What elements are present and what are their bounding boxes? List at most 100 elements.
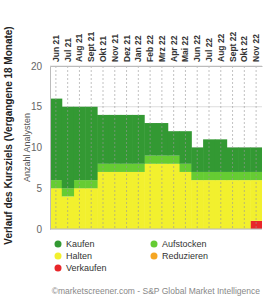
legend-label: Aufstocken bbox=[162, 239, 207, 249]
axis-line bbox=[50, 229, 262, 230]
legend-item: Kaufen bbox=[55, 239, 95, 249]
grid-line bbox=[50, 229, 262, 230]
y-axis: 0 5 10 15 20 bbox=[31, 61, 51, 235]
title: Verlauf des Kursziels (Vergangene 18 Mon… bbox=[3, 26, 14, 244]
area-segment bbox=[97, 172, 109, 229]
tick-label: 20 bbox=[31, 61, 43, 72]
legend-item: Halten bbox=[55, 251, 93, 261]
tick: Jul 21 bbox=[63, 38, 73, 66]
tick-label: Jul 22 bbox=[204, 38, 214, 62]
tick: Feb 22 bbox=[145, 35, 155, 66]
legend-label: Reduzieren bbox=[162, 251, 208, 261]
tick: Aug 22 bbox=[216, 33, 226, 66]
tick-label: Jun 21 bbox=[51, 35, 61, 62]
grid-line bbox=[67, 66, 68, 229]
tick-label: Jul 21 bbox=[63, 38, 73, 62]
grid-line bbox=[138, 66, 139, 229]
tick: Mrz 22 bbox=[157, 35, 167, 66]
tick-label: 0 bbox=[36, 224, 42, 235]
grid-line bbox=[114, 66, 115, 229]
area-segment bbox=[132, 172, 144, 229]
grid-line bbox=[197, 66, 198, 229]
legend-item: Reduzieren bbox=[151, 251, 209, 261]
grid-line bbox=[55, 66, 56, 229]
grid-line bbox=[209, 66, 210, 229]
grid-line bbox=[126, 66, 127, 229]
tick: Apr 22 bbox=[169, 35, 179, 66]
tick-label: Jan 22 bbox=[133, 35, 143, 62]
tick: Jul 22 bbox=[204, 38, 214, 66]
tick-label: Mrz 22 bbox=[157, 35, 167, 62]
tick: Nov 22 bbox=[251, 34, 261, 66]
grid-line bbox=[50, 66, 262, 67]
tick: Sept 22 bbox=[228, 31, 238, 66]
legend-marker bbox=[151, 253, 158, 260]
axis-line bbox=[51, 66, 263, 67]
tick-label: Apr 22 bbox=[169, 35, 179, 62]
grid-line bbox=[185, 66, 186, 229]
legend-marker bbox=[55, 241, 62, 248]
tick: Aug 21 bbox=[74, 33, 84, 66]
tick: 10 bbox=[31, 142, 50, 153]
tick: 5 bbox=[36, 183, 50, 194]
grid-line bbox=[91, 66, 92, 229]
tick: Okt 22 bbox=[239, 36, 249, 66]
tick: Jun 21 bbox=[51, 35, 61, 66]
tick-label: 10 bbox=[31, 142, 43, 153]
tick: Okt 21 bbox=[98, 36, 108, 66]
legend-item: Aufstocken bbox=[151, 239, 207, 249]
grid-line bbox=[232, 66, 233, 229]
tick-label: Aug 21 bbox=[74, 33, 84, 62]
tick: Nov 21 bbox=[110, 34, 120, 66]
tick: 15 bbox=[31, 101, 50, 112]
chart: Verlauf des Kursziels (Vergangene 18 Mon… bbox=[0, 0, 264, 300]
legend-label: Verkaufen bbox=[66, 263, 107, 273]
tick: Jan 22 bbox=[133, 35, 143, 66]
grid-line bbox=[256, 66, 257, 229]
grid-line bbox=[161, 66, 162, 229]
plot-area bbox=[50, 99, 262, 229]
legend-label: Halten bbox=[66, 251, 92, 261]
area-segment bbox=[109, 172, 121, 229]
tick: Mai 22 bbox=[180, 36, 190, 66]
grid-line bbox=[150, 66, 151, 229]
tick: Dez 21 bbox=[122, 35, 132, 66]
area-segment bbox=[121, 172, 133, 229]
axis-line bbox=[50, 67, 51, 230]
grid-line bbox=[244, 66, 245, 229]
grid-line bbox=[103, 66, 104, 229]
x-axis: Jun 21Jul 21Aug 21Sept 21Okt 21Nov 21Dez… bbox=[51, 31, 263, 66]
area-segment bbox=[62, 196, 74, 229]
tick: Jun 22 bbox=[192, 35, 202, 66]
legend-marker bbox=[55, 265, 62, 272]
tick: 20 bbox=[31, 61, 50, 72]
tick-label: Dez 21 bbox=[122, 35, 132, 62]
tick: Sept 21 bbox=[86, 31, 96, 66]
tick-label: Okt 22 bbox=[239, 36, 249, 62]
tick-label: Sept 21 bbox=[86, 31, 96, 62]
legend-item: Verkaufen bbox=[55, 263, 107, 273]
grid-line bbox=[79, 66, 80, 229]
tick-label: Okt 21 bbox=[98, 36, 108, 62]
legend-marker bbox=[151, 241, 158, 248]
tick-label: Jun 22 bbox=[192, 35, 202, 62]
y-grid bbox=[50, 66, 262, 229]
legend-marker bbox=[55, 253, 62, 260]
legend-label: Kaufen bbox=[66, 239, 95, 249]
tick-label: Aug 22 bbox=[216, 33, 226, 62]
tick-label: Mai 22 bbox=[180, 36, 190, 62]
grid-line bbox=[220, 66, 221, 229]
source: ©marketscreener.com - S&P Global Market … bbox=[52, 286, 261, 296]
area-segment bbox=[180, 172, 192, 229]
grid-line bbox=[173, 66, 174, 229]
tick-label: 5 bbox=[36, 183, 42, 194]
tick-label: Nov 22 bbox=[251, 34, 261, 62]
tick-label: Feb 22 bbox=[145, 35, 155, 62]
tick-label: 15 bbox=[31, 101, 43, 112]
x-grid bbox=[56, 66, 256, 229]
tick: 0 bbox=[36, 224, 50, 235]
tick-label: Sept 22 bbox=[228, 31, 238, 62]
legend: Kaufen Aufstocken Halten Reduzieren Verkaufe… bbox=[55, 239, 209, 273]
series bbox=[50, 99, 262, 189]
tick-label: Nov 21 bbox=[110, 34, 120, 62]
